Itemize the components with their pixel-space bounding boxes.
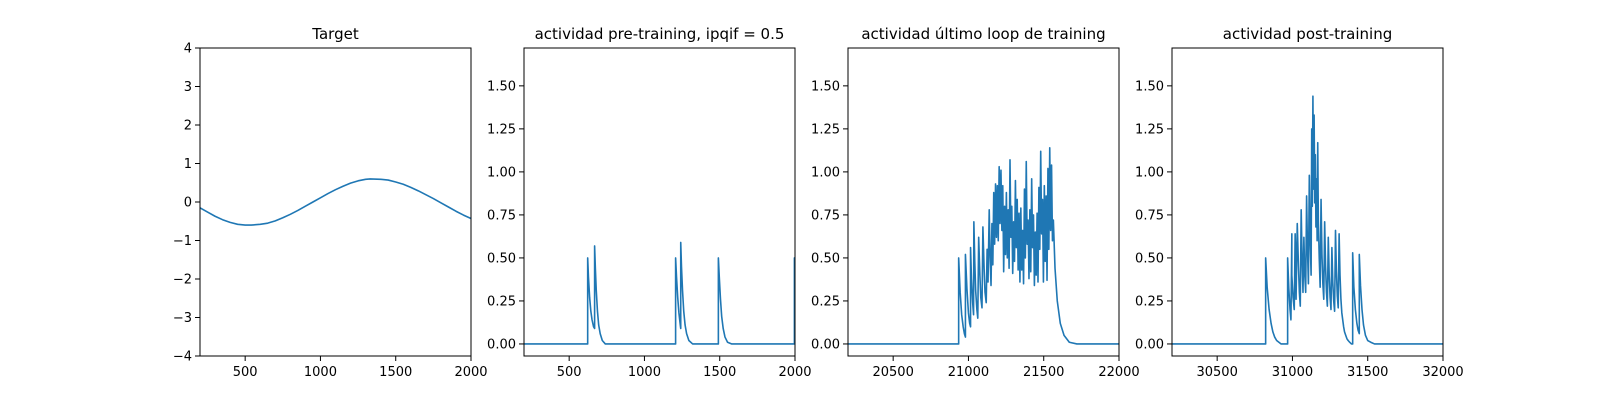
axes-frame [523, 47, 796, 357]
chart-title: actividad pre-training, ipqif = 0.5 [535, 25, 785, 43]
y-tick-label: 1.25 [1135, 122, 1164, 137]
series-line-1 [524, 241, 795, 345]
x-tick-label: 21000 [948, 365, 989, 380]
y-tick-label: 1.00 [811, 165, 840, 180]
y-tick-label: −4 [173, 350, 192, 365]
y-tick-label: 0.50 [487, 251, 516, 266]
y-tick-label: 1.50 [487, 79, 516, 94]
axes-frame [847, 47, 1120, 357]
chart-title: Target [311, 25, 359, 43]
y-tick-label: 2 [184, 119, 192, 134]
x-tick-label: 20500 [872, 365, 913, 380]
x-tick-label: 1000 [628, 365, 661, 380]
y-tick-label: 0.00 [487, 337, 516, 352]
y-tick-label: 0.75 [487, 208, 516, 223]
series-line-1 [200, 178, 471, 226]
y-tick-label: −2 [173, 273, 192, 288]
y-tick-label: 0.00 [811, 337, 840, 352]
subplot-1: Target 500 1000 1500 2000 −4 −3 −2 −1 0 1 2 3 4 [173, 25, 488, 380]
subplot-3: actividad último loop de training 20500 21… [811, 25, 1140, 380]
x-tick-label: 2000 [454, 365, 487, 380]
x-tick-label: 22000 [1098, 365, 1139, 380]
chart-title: actividad último loop de training [861, 25, 1105, 43]
subplot-4: actividad post-training 30500 31000 31500 32… [1135, 25, 1464, 380]
y-tick-label: 3 [184, 80, 192, 95]
x-tick-label: 1500 [379, 365, 412, 380]
y-tick-label: 0.50 [1135, 251, 1164, 266]
y-tick-label: 0.75 [811, 208, 840, 223]
y-tick-label: 0 [184, 196, 192, 211]
y-tick-label: 0.25 [487, 294, 516, 309]
y-tick-label: 0.75 [1135, 208, 1164, 223]
y-tick-label: 0.25 [1135, 294, 1164, 309]
x-tick-label: 30500 [1196, 365, 1237, 380]
y-tick-label: 1.25 [487, 122, 516, 137]
y-tick-label: 0.50 [811, 251, 840, 266]
subplot-2: actividad pre-training, ipqif = 0.5 500 10… [487, 25, 812, 380]
series-line-1 [848, 147, 1119, 345]
y-tick-label: 1.00 [487, 165, 516, 180]
x-tick-label: 1500 [703, 365, 736, 380]
y-tick-label: 4 [184, 42, 192, 57]
x-tick-label: 21500 [1023, 365, 1064, 380]
y-tick-label: 1.50 [1135, 79, 1164, 94]
chart-title: actividad post-training [1223, 25, 1392, 43]
x-tick-label: 500 [233, 365, 258, 380]
x-tick-label: 31000 [1272, 365, 1313, 380]
y-tick-label: 1 [184, 157, 192, 172]
y-tick-label: 0.00 [1135, 337, 1164, 352]
x-tick-label: 2000 [778, 365, 811, 380]
x-tick-label: 1000 [304, 365, 337, 380]
x-tick-label: 500 [557, 365, 582, 380]
axes-frame [1171, 47, 1444, 357]
y-tick-label: 1.00 [1135, 165, 1164, 180]
y-tick-label: 1.50 [811, 79, 840, 94]
y-tick-label: 0.25 [811, 294, 840, 309]
series-line-1 [1172, 95, 1443, 345]
x-tick-label: 31500 [1347, 365, 1388, 380]
y-tick-label: −1 [173, 234, 192, 249]
x-tick-label: 32000 [1422, 365, 1463, 380]
y-tick-label: −3 [173, 311, 192, 326]
y-tick-label: 1.25 [811, 122, 840, 137]
